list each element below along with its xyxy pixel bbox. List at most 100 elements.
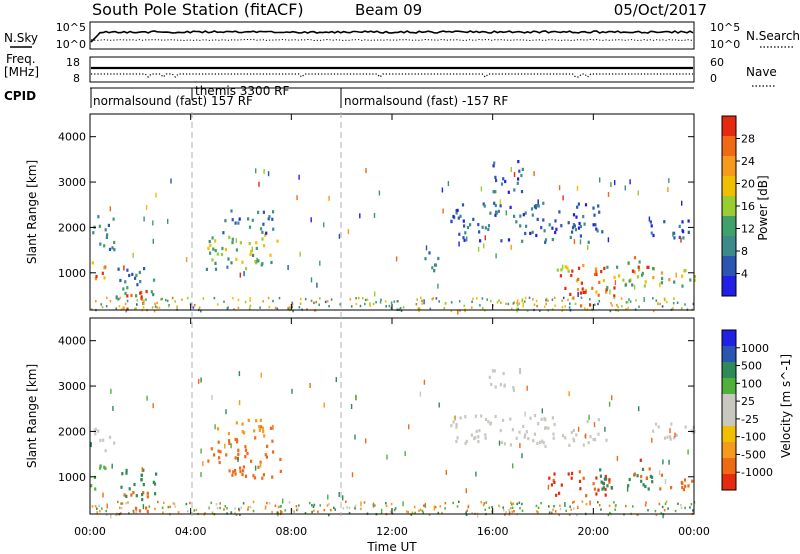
station-title: South Pole Station (fitACF) [92, 0, 304, 19]
echo-cell [238, 371, 241, 377]
echo-cell [463, 224, 466, 228]
echo-cell [267, 171, 270, 177]
echo-cell [119, 296, 122, 299]
echo-cell [524, 231, 527, 236]
echo-cell [646, 265, 649, 269]
echo-cell [519, 507, 521, 510]
echo-cell [239, 513, 241, 516]
echo-cell [328, 305, 330, 308]
echo-cell [512, 463, 514, 469]
echo-cell [518, 302, 520, 305]
echo-cell [626, 486, 629, 492]
echo-cell [217, 449, 220, 453]
echo-cell [478, 429, 481, 433]
echo-cell [480, 186, 483, 192]
echo-cell [298, 174, 300, 180]
echo-cell [687, 484, 690, 488]
echo-cell [360, 501, 362, 507]
echo-cell [252, 509, 255, 513]
echo-cell [326, 504, 329, 507]
echo-cell [484, 235, 486, 241]
echo-cell [678, 224, 681, 228]
echo-cell [593, 422, 596, 428]
power-ylabel: Slant Range [km] [25, 160, 39, 264]
echo-cell [228, 469, 231, 473]
echo-cell [587, 240, 590, 244]
echo-cell [239, 241, 242, 245]
echo-cell [558, 513, 560, 517]
echo-cell [605, 290, 608, 294]
echo-cell [690, 503, 693, 506]
echo-cell [570, 476, 573, 480]
echo-cell [513, 172, 516, 178]
echo-cell [309, 383, 311, 388]
echo-cell [601, 487, 604, 491]
echo-cell [263, 244, 266, 248]
echo-cell [124, 302, 127, 306]
echo-cell [266, 501, 268, 505]
echo-cell [597, 418, 600, 422]
echo-cell [150, 290, 153, 294]
echo-cell [103, 244, 106, 248]
echo-cell [342, 507, 345, 510]
echo-cell [687, 449, 689, 455]
echo-cell [328, 513, 330, 517]
echo-cell [279, 457, 282, 462]
echo-cell [663, 436, 667, 440]
echo-cell [354, 504, 357, 507]
echo-cell [584, 307, 586, 310]
echo-cell [540, 226, 543, 230]
echo-cell [599, 468, 602, 472]
echo-cell [146, 395, 148, 401]
echo-cell [366, 298, 369, 301]
echo-cell [511, 510, 514, 513]
velocity-y-ticks: 1000 2000 3000 4000 [58, 335, 694, 484]
echo-cell [508, 509, 510, 512]
echo-cell [586, 419, 589, 424]
echo-cell [547, 426, 550, 430]
echo-cell [109, 435, 112, 439]
echo-cell [277, 513, 279, 517]
echo-cell [689, 278, 692, 282]
echo-cell [130, 293, 133, 297]
echo-cell [682, 236, 685, 240]
echo-cell [682, 488, 685, 492]
echo-cell [231, 241, 234, 245]
colorbar-tick-label: 20 [741, 178, 755, 191]
echo-cell [593, 272, 597, 276]
echo-cell [91, 505, 94, 508]
velocity-colorbar: -1000 -500 -100 -25 25 100 500 1000 [721, 329, 773, 491]
echo-cell [521, 453, 523, 459]
echo-cell [673, 236, 676, 240]
echo-cell [156, 306, 158, 309]
echo-cell [243, 431, 246, 435]
echo-cell [185, 257, 188, 263]
echo-cell [132, 491, 135, 495]
echo-cell [176, 305, 178, 308]
echo-cell [638, 406, 640, 412]
echo-cell [425, 245, 428, 251]
echo-cell [533, 171, 535, 177]
echo-cell [608, 401, 611, 407]
echo-cell [561, 299, 563, 302]
echo-cell [471, 306, 473, 309]
echo-cell [437, 283, 439, 289]
time-x-ticks: 00:00 04:00 08:00 12:00 16:00 20:00 00:00 [74, 114, 710, 538]
colorbar-segment [722, 426, 736, 443]
echo-cell [242, 502, 245, 505]
echo-cell [462, 236, 465, 240]
echo-cell [154, 507, 156, 511]
echo-cell [509, 443, 512, 447]
power-y-ticks: 1000 2000 3000 4000 [58, 131, 694, 280]
echo-cell [519, 443, 521, 448]
echo-cell [271, 510, 273, 514]
echo-cell [218, 460, 221, 465]
echo-cell [562, 434, 565, 438]
echo-cell [635, 299, 637, 302]
echo-cell [544, 238, 548, 242]
colorbar-segment [722, 346, 736, 363]
echo-cell [145, 506, 148, 510]
echo-cell [494, 213, 497, 217]
echo-cell [214, 249, 217, 253]
echo-cell [296, 195, 298, 201]
